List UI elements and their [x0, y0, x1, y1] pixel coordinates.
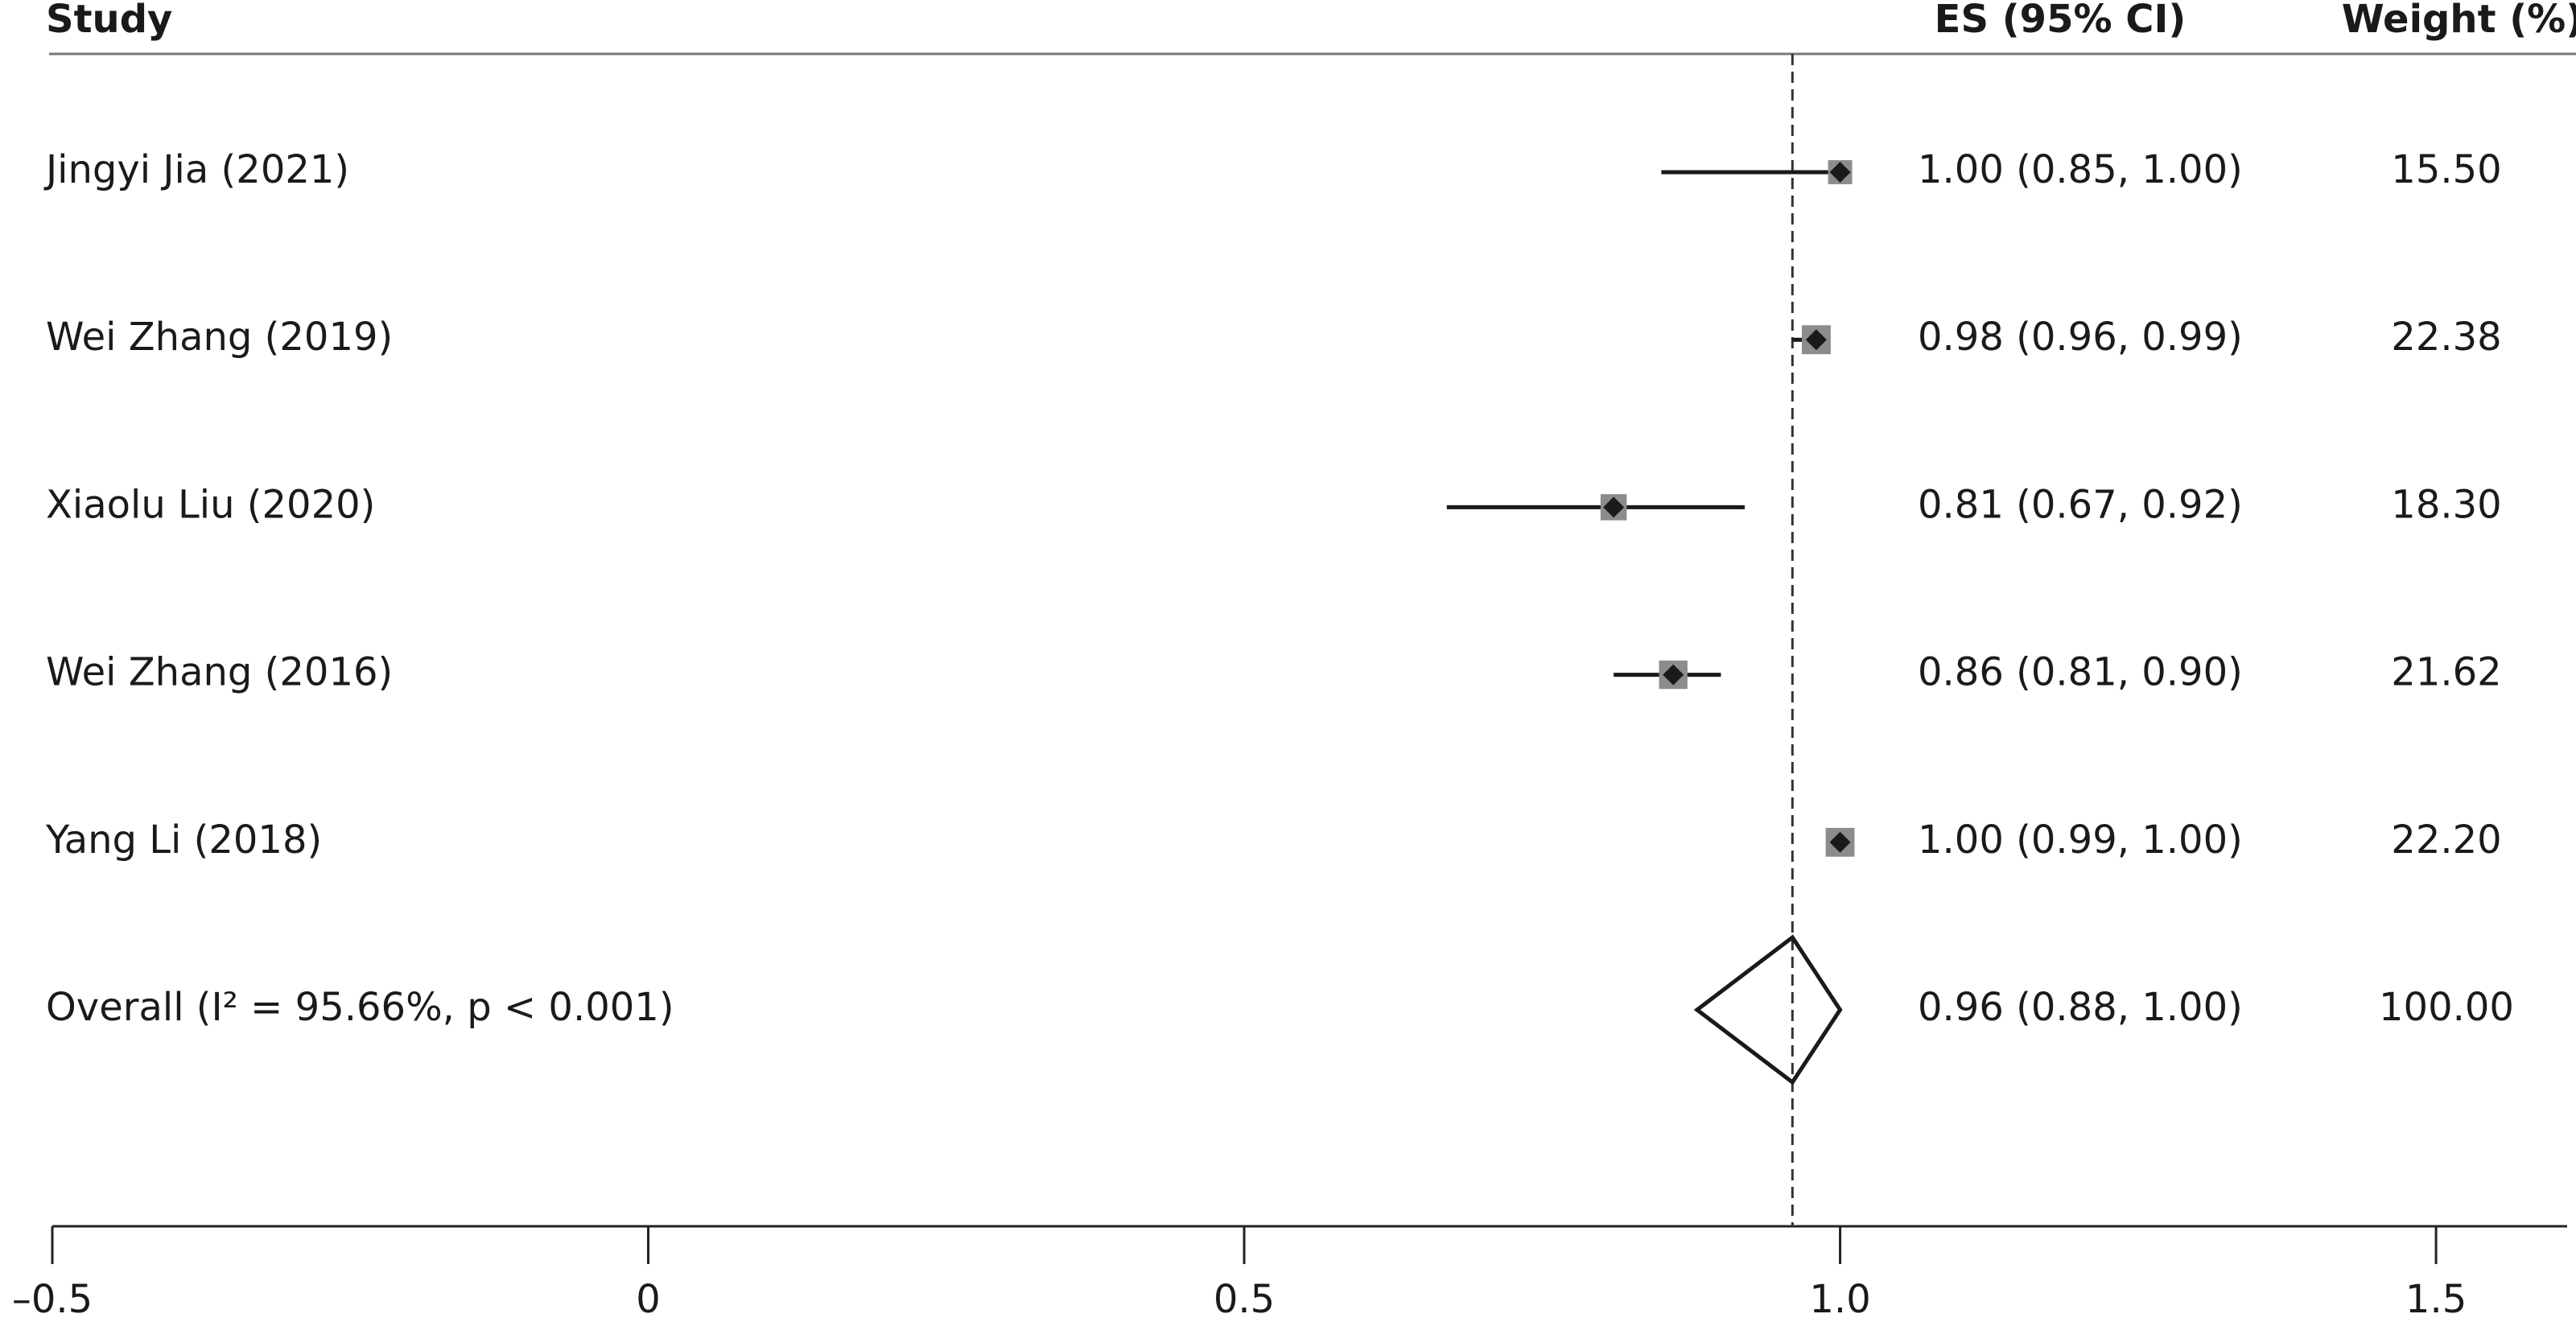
point-estimate	[1829, 831, 1851, 853]
weight-label: 15.50	[2391, 147, 2501, 192]
weight-label: 18.30	[2391, 482, 2501, 527]
es-label: 0.81 (0.67, 0.92)	[1918, 482, 2243, 527]
overall-label: Overall (I² = 95.66%, p < 0.001)	[46, 985, 674, 1030]
study-label: Xiaolu Liu (2020)	[46, 482, 375, 527]
weight-label: 22.20	[2391, 818, 2501, 863]
point-estimate	[1603, 496, 1625, 518]
x-tick-label: 0.5	[1214, 1277, 1275, 1318]
es-label: 1.00 (0.85, 1.00)	[1918, 147, 2243, 192]
study-label: Jingyi Jia (2021)	[43, 147, 349, 192]
weight-header: Weight (%)	[2342, 0, 2576, 42]
es-label: 0.98 (0.96, 0.99)	[1918, 315, 2243, 360]
x-tick-label: 1.0	[1809, 1277, 1870, 1318]
point-estimate	[1663, 664, 1684, 686]
x-tick-label: –0.5	[12, 1277, 93, 1318]
weight-label: 21.62	[2391, 650, 2501, 695]
study-label: Yang Li (2018)	[45, 818, 322, 863]
study-label: Wei Zhang (2016)	[46, 650, 393, 695]
es-label: 1.00 (0.99, 1.00)	[1918, 818, 2243, 863]
study-header: Study	[46, 0, 172, 42]
overall-es-label: 0.96 (0.88, 1.00)	[1918, 985, 2243, 1030]
es-label: 0.86 (0.81, 0.90)	[1918, 650, 2243, 695]
point-estimate	[1829, 162, 1851, 183]
study-label: Wei Zhang (2019)	[46, 315, 393, 360]
overall-diamond	[1693, 934, 1843, 1085]
point-estimate	[1805, 329, 1827, 351]
overall-weight-label: 100.00	[2379, 985, 2514, 1030]
weight-label: 22.38	[2391, 315, 2501, 360]
es-header: ES (95% CI)	[1935, 0, 2187, 42]
x-tick-label: 1.5	[2405, 1277, 2467, 1318]
x-tick-label: 0	[636, 1277, 661, 1318]
